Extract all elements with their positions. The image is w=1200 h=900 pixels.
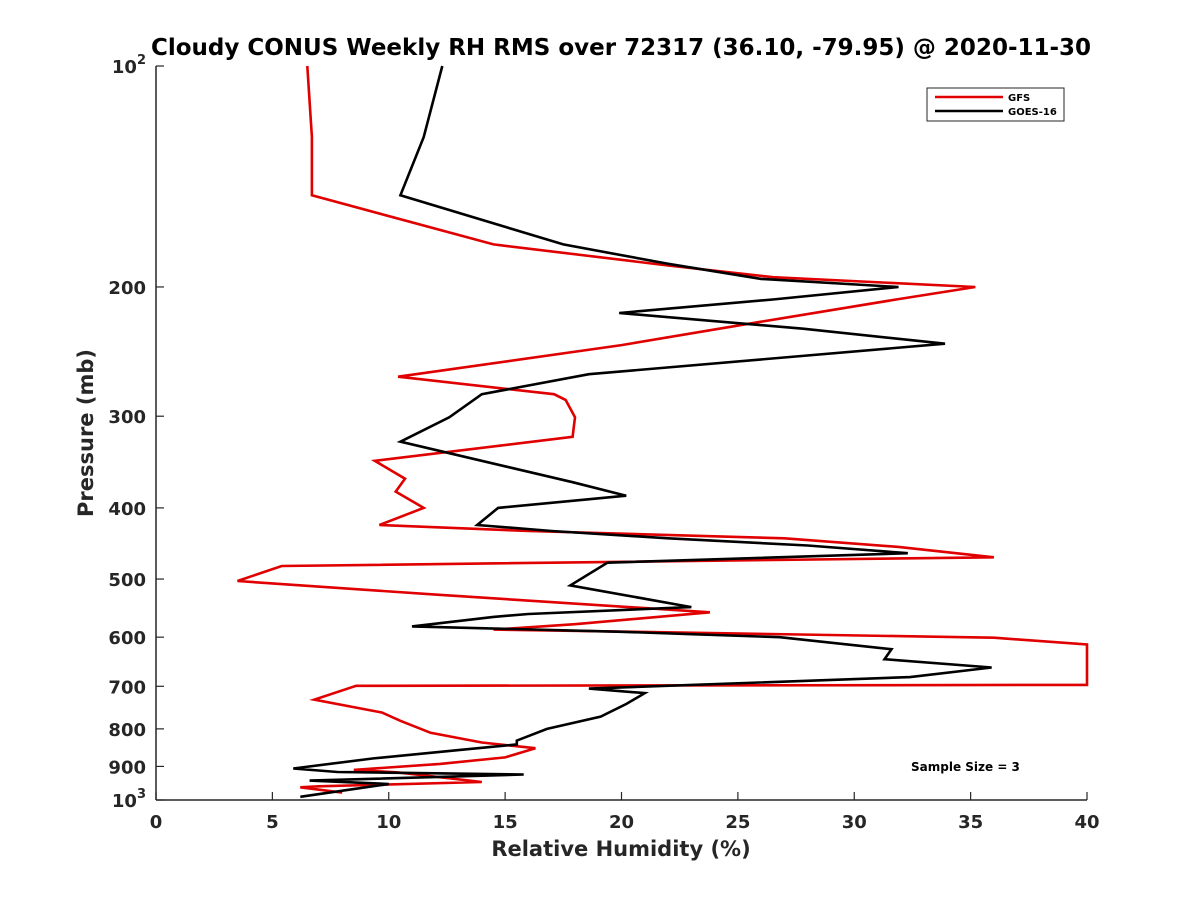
y-axis-ticks: 102 200 300 400 500 600 700 800 900 103 <box>108 53 164 812</box>
x-axis-label: Relative Humidity (%) <box>491 837 750 861</box>
y-tick-label: 900 <box>108 757 146 778</box>
data-series <box>237 65 1089 799</box>
legend-label-gfs: GFS <box>1008 93 1030 104</box>
x-tick-label: 5 <box>266 812 279 833</box>
y-tick-label: 600 <box>108 628 146 649</box>
x-tick-label: 20 <box>609 812 634 833</box>
x-tick-label: 40 <box>1074 812 1099 833</box>
x-tick-label: 10 <box>376 812 401 833</box>
sample-size-annotation: Sample Size = 3 <box>911 760 1020 774</box>
x-tick-label: 30 <box>842 812 867 833</box>
x-tick-label: 0 <box>150 812 163 833</box>
y-tick-label: 500 <box>108 570 146 591</box>
series-line-goes16 <box>293 65 992 799</box>
y-tick-label: 200 <box>108 278 146 299</box>
legend: GFS GOES-16 <box>926 87 1065 122</box>
plot-area <box>155 66 1087 801</box>
x-tick-label: 35 <box>958 812 983 833</box>
y-tick-label: 102 <box>112 53 146 78</box>
y-tick-label: 800 <box>108 720 146 741</box>
legend-box <box>926 87 1065 122</box>
x-axis-ticks: 0 5 10 15 20 25 30 35 40 <box>150 792 1100 833</box>
series-line-gfs <box>237 65 1089 794</box>
y-axis-label: Pressure (mb) <box>74 349 98 517</box>
chart-title: Cloudy CONUS Weekly RH RMS over 72317 (3… <box>151 35 1091 61</box>
legend-label-goes16: GOES-16 <box>1008 107 1057 118</box>
y-tick-label: 300 <box>108 407 146 428</box>
x-tick-label: 25 <box>725 812 750 833</box>
y-tick-label: 700 <box>108 677 146 698</box>
x-tick-label: 15 <box>493 812 518 833</box>
y-tick-label: 103 <box>112 787 146 812</box>
y-tick-label: 400 <box>108 499 146 520</box>
